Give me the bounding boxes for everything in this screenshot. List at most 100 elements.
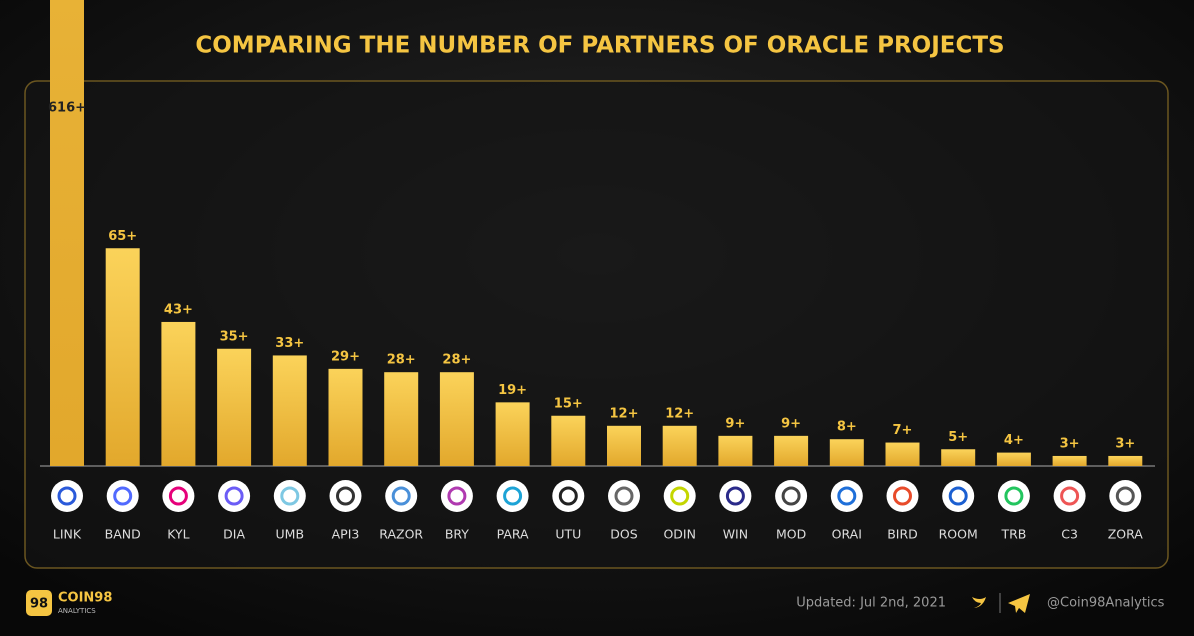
project-icon [106, 480, 139, 512]
bar [607, 425, 641, 466]
value-label: 12+ [665, 406, 694, 421]
handle: @Coin98Analytics [1047, 596, 1165, 611]
telegram-icon [1008, 594, 1030, 613]
value-label: 3+ [1115, 436, 1135, 451]
value-label: 15+ [554, 396, 583, 411]
bar [50, 0, 84, 467]
bar [161, 321, 196, 466]
project-icon [51, 480, 83, 512]
project-icon [218, 480, 251, 512]
project-icon [886, 480, 919, 512]
bar [829, 439, 864, 466]
bars [50, 0, 1143, 467]
value-label: 7+ [893, 423, 913, 438]
value-label: 29+ [331, 349, 360, 364]
logo-badge [26, 590, 52, 616]
project-icon [608, 480, 640, 512]
value-label: 9+ [725, 416, 745, 431]
bar [439, 372, 474, 466]
project-icon-mark [391, 486, 411, 506]
project-icon-mark [336, 486, 355, 506]
project-icon-mark [948, 486, 968, 506]
project-icon-mark [1115, 486, 1135, 506]
project-icon [273, 480, 306, 512]
project-icon-mark [280, 486, 300, 506]
x-tick-label: PARA [497, 527, 529, 542]
project-icon [496, 480, 529, 512]
project-icon-mark [168, 486, 188, 506]
project-icon-mark [837, 486, 857, 506]
value-label: 28+ [387, 353, 416, 368]
value-label: 12+ [610, 406, 639, 421]
x-tick-label: KYL [167, 527, 189, 542]
x-tick-label: UTU [555, 527, 581, 542]
x-tick-label: ORAI [832, 527, 862, 542]
project-icon [329, 480, 362, 512]
project-icon-mark [725, 486, 745, 506]
bar [328, 368, 363, 466]
project-icon-mark [1060, 486, 1080, 506]
x-tick-label: ROOM [939, 527, 978, 542]
value-label: 8+ [837, 420, 857, 435]
value-label: 65+ [108, 229, 137, 244]
x-tick-label: ZORA [1108, 527, 1144, 542]
x-tick-label: UMB [276, 527, 305, 542]
bar [105, 248, 140, 466]
bar [1108, 455, 1143, 466]
project-icon-mark [57, 486, 77, 506]
brand-sub: ANALYTICS [58, 607, 96, 615]
project-icon [942, 480, 975, 512]
project-icon [830, 480, 863, 512]
bar [774, 435, 809, 466]
value-label: 616+ [48, 101, 86, 116]
project-icon-mark [113, 486, 133, 506]
bar [941, 449, 976, 466]
twitter-icon [972, 597, 986, 608]
bar [384, 372, 419, 466]
updated: Updated: Jul 2nd, 2021 [796, 596, 946, 611]
value-label: 4+ [1004, 433, 1024, 448]
x-tick-label: DOS [610, 527, 637, 542]
bar [495, 402, 530, 466]
project-icon-mark [503, 486, 523, 506]
value-label: 43+ [164, 302, 193, 317]
project-icon [997, 480, 1030, 512]
project-icon [440, 480, 473, 512]
panel [24, 80, 1169, 569]
project-icon-mark [781, 486, 801, 506]
project-icon [552, 480, 585, 512]
x-tick-label: ODIN [663, 527, 696, 542]
x-tick-label: BRY [445, 527, 469, 542]
project-icon-mark [893, 486, 912, 506]
bar [885, 442, 920, 466]
x-tick-label: API3 [332, 527, 360, 542]
value-label: 19+ [498, 383, 527, 398]
project-icon [162, 480, 195, 512]
project-icon [719, 480, 752, 512]
project-icon-mark [1004, 486, 1024, 506]
project-icon [385, 480, 418, 512]
project-icon-mark [224, 486, 244, 506]
x-tick-label: BIRD [887, 527, 918, 542]
bar [272, 355, 307, 466]
value-label: 35+ [220, 329, 249, 344]
bar [1052, 455, 1087, 466]
project-icon [1109, 480, 1142, 512]
x-tick-label: MOD [776, 527, 806, 542]
project-icon-mark [614, 486, 634, 506]
x-tick-label: LINK [53, 527, 82, 542]
bar [718, 435, 753, 466]
project-icon-mark [447, 486, 467, 506]
x-tick-label: RAZOR [379, 527, 423, 542]
project-icon [775, 480, 808, 512]
value-label: 33+ [275, 336, 304, 351]
project-icon [663, 480, 696, 512]
value-label: 3+ [1060, 436, 1080, 451]
bar [217, 348, 252, 466]
x-tick-label: WIN [723, 527, 748, 542]
bar [996, 452, 1031, 466]
x-tick-label: BAND [105, 527, 141, 542]
project-icon-mark [670, 486, 690, 506]
x-tick-label: TRB [1000, 527, 1026, 542]
